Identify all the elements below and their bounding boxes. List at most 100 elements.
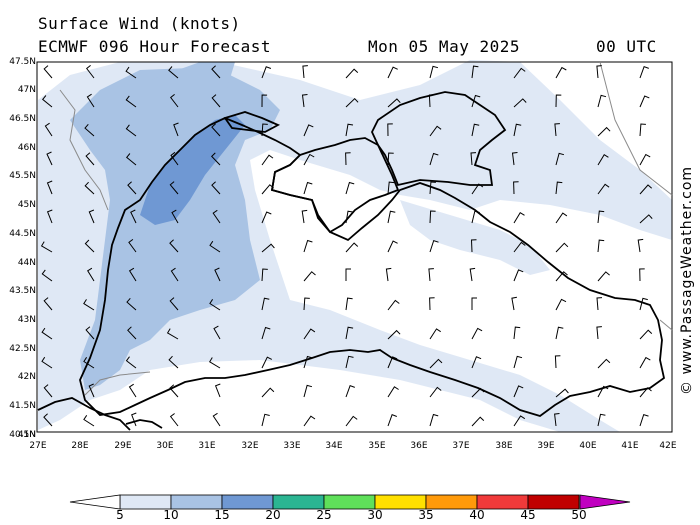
wind-barb — [125, 95, 137, 108]
wind-barb — [88, 209, 95, 224]
wind-barb — [387, 329, 401, 340]
wind-barb — [209, 299, 221, 311]
wind-barb — [43, 297, 53, 311]
wind-barb — [86, 93, 95, 108]
lon-label: 30E — [156, 441, 174, 451]
wind-barb — [128, 239, 137, 253]
wind-barb — [212, 412, 221, 427]
lat-label: 42N — [17, 372, 36, 382]
wind-barb — [303, 297, 310, 311]
wind-barb — [345, 210, 353, 224]
wind-barb — [387, 123, 393, 137]
wind-barb — [169, 181, 179, 195]
lat-label: 43N — [17, 315, 36, 325]
wind-barb — [261, 123, 268, 137]
colorbar-cell — [272, 494, 325, 510]
colorbar-label: 35 — [418, 508, 434, 522]
colorbar-left-arrow — [69, 494, 121, 510]
wind-barb — [303, 181, 313, 195]
crimea-coast — [270, 137, 400, 234]
wind-barb — [214, 383, 221, 398]
wind-barb — [429, 413, 439, 427]
wind-barb — [345, 181, 355, 195]
wind-barb — [554, 355, 561, 369]
wind-barb — [345, 242, 359, 253]
wind-barb — [261, 356, 273, 369]
colorbar-right-arrow — [579, 494, 631, 510]
wind-barb — [596, 297, 603, 311]
wind-barb — [469, 267, 476, 282]
wind-barb — [471, 210, 480, 224]
credit-text: © www.PassageWeather.com — [679, 165, 695, 395]
lon-label: 40E — [579, 441, 597, 451]
wind-band-5-10-east — [400, 200, 550, 275]
lat-label: 43.5N — [9, 286, 36, 296]
wind-barb — [471, 416, 485, 427]
wind-barb — [345, 268, 351, 281]
wind-barb — [555, 212, 568, 224]
wind-barb — [554, 413, 560, 427]
wind-barb — [88, 383, 95, 398]
marmara-coast — [37, 397, 131, 431]
wind-barb — [387, 356, 398, 369]
colorbar-cell — [119, 494, 172, 510]
wind-barb — [211, 181, 221, 195]
wind-barb — [345, 152, 351, 166]
colorbar-label: 5 — [116, 508, 124, 522]
wind-barb — [597, 358, 611, 369]
wind-barb — [471, 356, 482, 369]
wind-barb — [261, 184, 274, 195]
colorbar-label: 20 — [265, 508, 281, 522]
colorbar-cell — [323, 494, 376, 510]
wind-barb — [471, 65, 479, 79]
wind-barb — [169, 413, 179, 427]
wind-barb — [639, 387, 652, 398]
wind-barb — [387, 240, 398, 253]
wind-barb — [84, 239, 95, 253]
wind-barb — [639, 268, 645, 282]
lon-label: 31E — [198, 441, 216, 451]
wind-barb — [597, 154, 609, 166]
wind-barb — [470, 239, 477, 253]
colorbar-label: 30 — [367, 508, 383, 522]
wind-barb — [471, 327, 483, 340]
wind-barb — [597, 126, 611, 137]
wind-barb — [211, 65, 221, 79]
wind-barb — [87, 267, 95, 282]
wind-barb — [86, 65, 95, 79]
lon-label: 41E — [621, 441, 639, 451]
wind-barb — [471, 94, 481, 108]
wind-barb — [639, 329, 653, 340]
wind-barb — [345, 326, 354, 340]
wind-barb — [171, 209, 179, 224]
wind-barb — [513, 181, 519, 195]
lon-label: 39E — [537, 441, 555, 451]
wind-barb — [470, 152, 477, 166]
wind-barb — [554, 123, 560, 137]
wind-barb — [597, 183, 610, 195]
wind-barb — [211, 123, 221, 137]
wind-band-10-15 — [70, 68, 280, 390]
wind-barb — [168, 355, 179, 369]
wind-barb — [303, 153, 315, 166]
wind-barb — [261, 154, 274, 166]
lat-label: 41N — [17, 430, 36, 440]
wind-barb — [301, 209, 308, 224]
wind-barb — [209, 240, 221, 253]
wind-barb — [429, 125, 442, 137]
wind-barb — [387, 98, 401, 108]
wind-barb — [345, 355, 354, 369]
lat-label: 46.5N — [9, 114, 36, 124]
wind-barb — [166, 328, 179, 340]
wind-barb — [303, 415, 316, 427]
wind-barb — [303, 355, 313, 369]
wind-barb — [126, 297, 137, 311]
lat-label: 44N — [17, 258, 36, 268]
wind-band-10-15-b — [150, 62, 235, 115]
wind-barb — [513, 415, 526, 427]
wind-barb — [125, 124, 137, 137]
wind-barb — [429, 65, 439, 79]
dnieper-estuary — [223, 111, 281, 133]
wind-barb — [302, 65, 308, 79]
